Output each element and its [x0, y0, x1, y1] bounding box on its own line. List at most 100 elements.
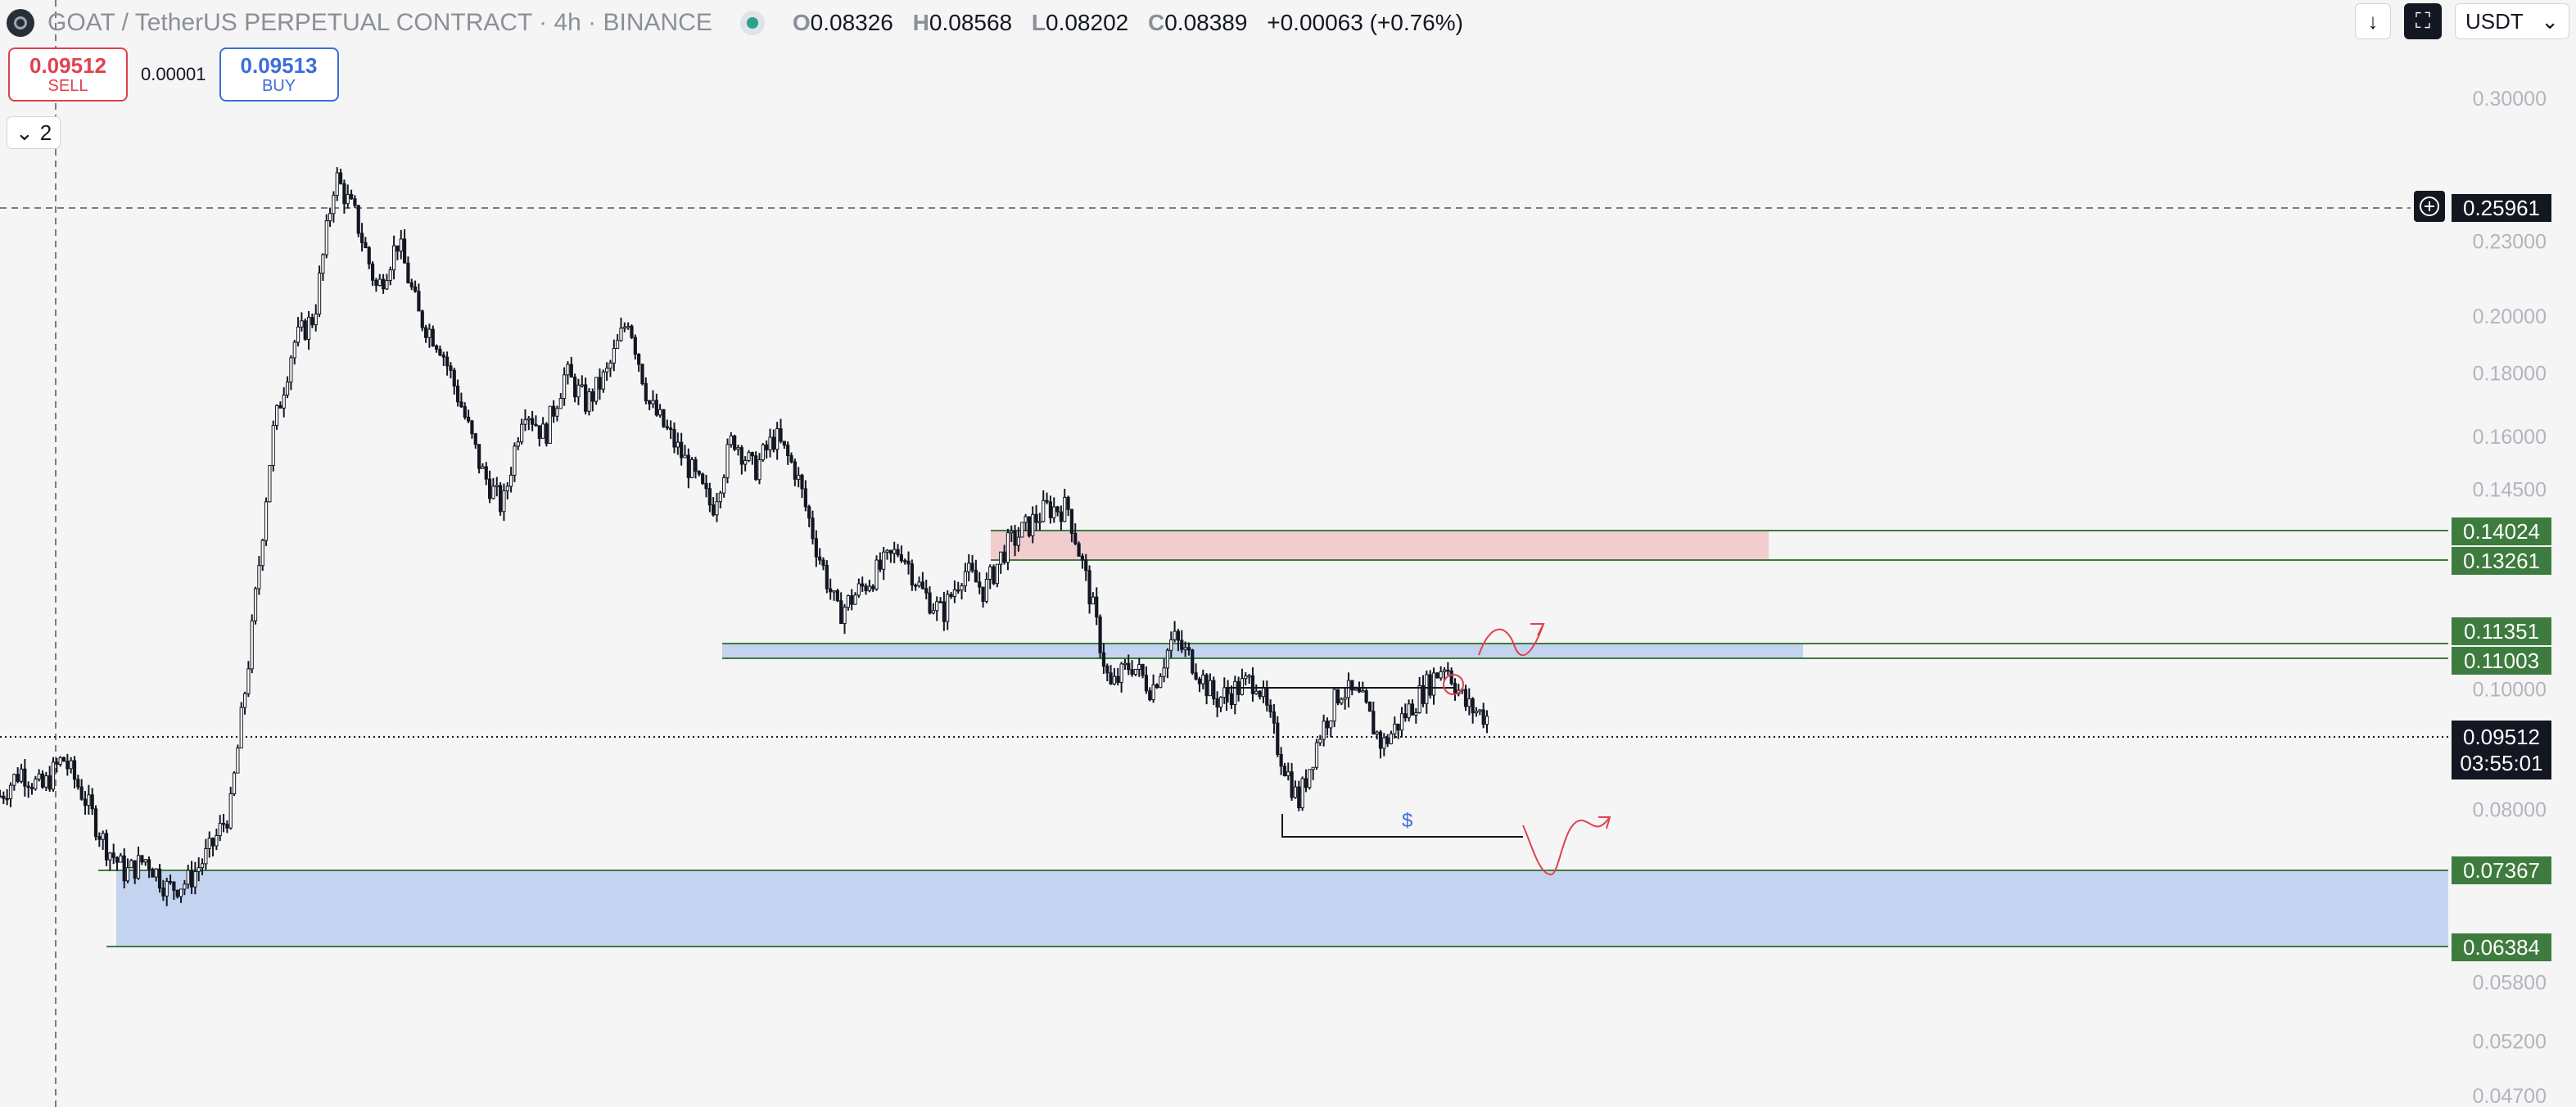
candle: [537, 425, 541, 447]
candle: [1218, 696, 1223, 712]
candle-body: [928, 592, 932, 614]
candle-body: [924, 588, 929, 594]
candle-body: [1244, 675, 1248, 680]
candle: [1116, 667, 1120, 686]
candle: [899, 545, 903, 563]
candle-body: [367, 246, 371, 264]
candle: [1265, 680, 1269, 712]
liquidity-line: [1281, 814, 1523, 838]
candle: [662, 409, 666, 428]
candle-body: [1322, 721, 1326, 740]
candle: [467, 409, 471, 423]
symbol-title[interactable]: GOAT / TetherUS PERPETUAL CONTRACT · 4h …: [47, 9, 712, 36]
candle-body: [179, 888, 183, 897]
candle: [359, 223, 364, 252]
candle: [349, 189, 354, 200]
candle-body: [967, 563, 971, 572]
buy-button[interactable]: 0.09513 BUY: [219, 47, 339, 102]
candle: [888, 549, 893, 563]
candle-body: [29, 787, 34, 789]
candle-body: [662, 409, 666, 427]
candle: [850, 589, 854, 611]
candle: [587, 388, 591, 416]
sell-button[interactable]: 0.09512 SELL: [8, 47, 128, 102]
scroll-down-button[interactable]: ↓: [2355, 3, 2391, 39]
candle: [637, 353, 641, 373]
candle-body: [51, 761, 56, 790]
candle: [1329, 720, 1333, 738]
candle-body: [381, 278, 386, 290]
sell-price: 0.09512: [29, 52, 106, 78]
candle: [1240, 668, 1245, 696]
candle: [761, 443, 765, 463]
ohlc-readout: O0.08326 H0.08568 L0.08202 C0.08389 +0.0…: [792, 10, 1463, 35]
candle: [161, 879, 165, 901]
candle-body: [395, 245, 400, 252]
candle: [736, 445, 740, 456]
candle-body: [1037, 521, 1042, 523]
candle: [143, 859, 147, 866]
candle-body: [221, 822, 226, 825]
candle: [534, 415, 538, 427]
candle: [917, 576, 921, 588]
candle-body: [1087, 570, 1091, 605]
candle-body: [154, 868, 158, 878]
candle: [626, 322, 630, 330]
candle: [1208, 673, 1213, 697]
candle-body: [963, 571, 967, 586]
candle: [8, 782, 13, 807]
candle-body: [61, 757, 66, 762]
currency-select[interactable]: USDT ⌄: [2455, 3, 2569, 39]
candle-body: [637, 354, 641, 365]
candle-body: [829, 588, 833, 593]
indicators-toggle[interactable]: ⌄ 2: [7, 116, 61, 149]
candle-body: [882, 551, 886, 570]
candle: [19, 763, 24, 784]
candle-body: [37, 773, 41, 779]
candle-body: [58, 757, 62, 765]
candle: [253, 586, 258, 625]
candle-body: [715, 501, 719, 516]
candle: [463, 402, 467, 420]
buy-price: 0.09513: [240, 52, 318, 78]
candle-body: [417, 291, 421, 312]
candle: [1137, 657, 1141, 677]
candle: [789, 452, 793, 464]
fullscreen-button[interactable]: ⛶: [2404, 3, 2442, 39]
candle: [388, 266, 392, 286]
candle: [1457, 684, 1461, 697]
market-status-icon[interactable]: [739, 11, 765, 35]
candle-body: [1063, 496, 1067, 522]
candle: [978, 572, 982, 594]
candle: [1027, 516, 1031, 538]
candle: [456, 379, 460, 407]
candle-body: [835, 590, 839, 602]
candle: [282, 386, 286, 418]
candle-body: [87, 794, 91, 807]
candle: [2, 791, 6, 804]
candle-body: [765, 444, 769, 450]
candle: [633, 334, 637, 360]
candle: [1311, 766, 1315, 780]
candle: [420, 310, 424, 332]
candle-body: [782, 441, 786, 446]
add-alert-icon[interactable]: [2414, 191, 2445, 222]
candle-body: [1006, 532, 1010, 563]
candle-body: [669, 427, 673, 431]
candle: [552, 400, 556, 423]
candle-body: [1229, 693, 1234, 705]
candle-body: [189, 870, 194, 888]
candle-body: [143, 859, 147, 863]
candle-body: [1016, 536, 1020, 546]
candle-body: [761, 444, 765, 461]
candle: [1080, 553, 1085, 569]
candle: [846, 594, 850, 611]
candle-body: [676, 441, 680, 448]
candle: [338, 169, 343, 185]
candle: [967, 554, 971, 582]
candle: [83, 791, 88, 816]
candle-body: [449, 365, 453, 371]
candle-body: [1414, 712, 1418, 716]
candle: [1343, 687, 1347, 710]
